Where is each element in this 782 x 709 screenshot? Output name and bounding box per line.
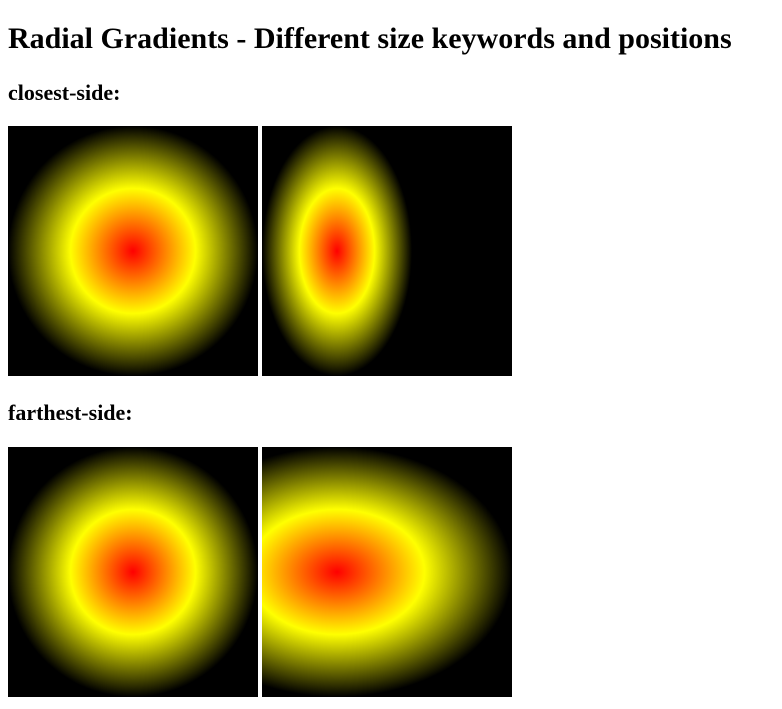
section-heading-farthest-side: farthest-side: [8, 400, 133, 425]
page-title: Radial Gradients - Different size keywor… [8, 22, 732, 55]
gradient-swatch-farthest-side-centered [8, 447, 258, 697]
section-heading-closest-side: closest-side: [8, 80, 121, 105]
gradient-swatch-closest-side-centered [8, 126, 258, 376]
gradient-swatch-farthest-side-offset [262, 447, 512, 697]
gradient-swatch-closest-side-offset [262, 126, 512, 376]
